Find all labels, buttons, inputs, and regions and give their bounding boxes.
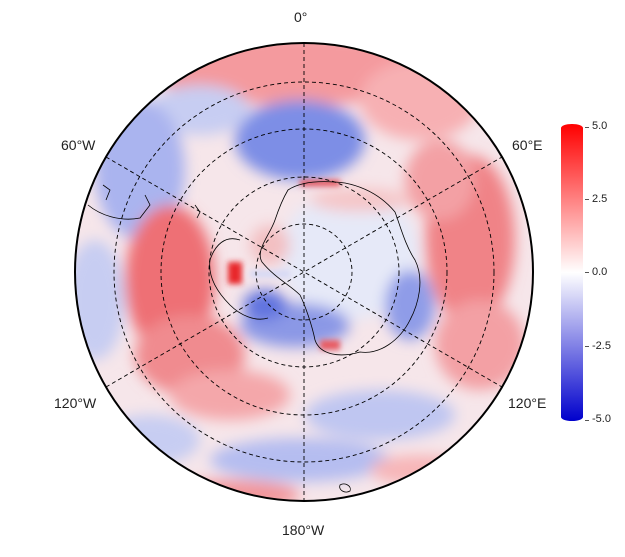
colorbar-label-min: -5.0 (592, 413, 611, 425)
colorbar-label-lower: -2.5 (592, 340, 611, 352)
colorbar-tick (585, 346, 589, 347)
anomaly-field (75, 43, 533, 501)
colorbar-label-zero: 0.0 (592, 266, 608, 278)
colorbar (561, 124, 583, 421)
colorbar-tick (585, 199, 589, 200)
colorbar-tick (585, 420, 589, 421)
colorbar-tick (585, 272, 589, 273)
lon-label-0: 0° (294, 9, 308, 25)
colorbar-label-upper: 2.5 (592, 193, 608, 205)
lon-label-120e: 120°E (508, 395, 547, 411)
graticule (105, 43, 503, 501)
lon-label-60e: 60°E (512, 137, 543, 153)
lon-label-60w: 60°W (61, 137, 96, 153)
lon-label-180w: 180°W (282, 522, 325, 538)
map-boundary (74, 42, 534, 502)
colorbar-label-max: 5.0 (592, 120, 608, 132)
colorbar-tick (585, 127, 589, 128)
lon-label-120w: 120°W (54, 395, 97, 411)
sharp-anomalies (228, 180, 340, 350)
